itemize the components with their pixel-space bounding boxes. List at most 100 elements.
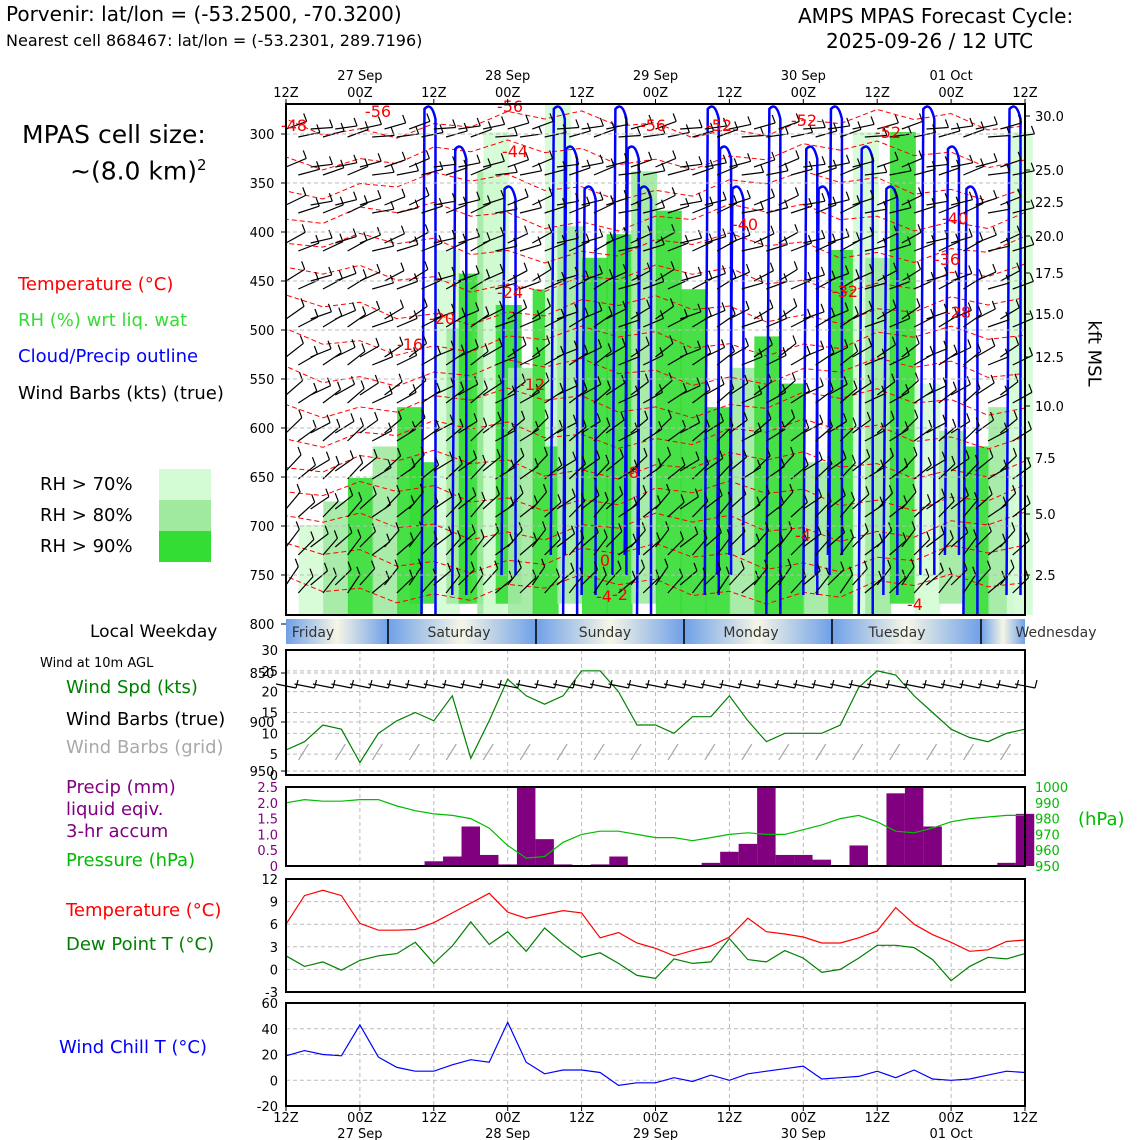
wind-barb-tick — [325, 451, 331, 460]
wind-barb-tick — [599, 154, 604, 164]
wind-barb-tick — [944, 192, 949, 202]
wind-barb-staff — [729, 271, 750, 282]
wind-barb-staff — [938, 426, 957, 442]
wind-barb-staff — [716, 202, 738, 214]
wind-barb-tick — [902, 532, 907, 541]
wind-barb-staff — [667, 131, 690, 138]
wind-barb-staff — [618, 578, 636, 594]
wind-barb-staff — [507, 307, 527, 320]
wind-barb-staff — [359, 568, 376, 586]
wind-barb-staff — [285, 380, 303, 396]
wind-barb-staff — [569, 204, 590, 214]
wind-barb-tick — [992, 263, 997, 273]
wind-barb-true — [405, 683, 426, 689]
wind-barb-staff — [285, 305, 305, 320]
wind-barb-staff — [802, 570, 821, 586]
wind-y-tick: 5 — [270, 748, 278, 763]
wind-barb-tick — [883, 127, 888, 136]
wind-barb-staff — [766, 428, 786, 442]
wind-barb-tick — [397, 447, 402, 457]
wind-barb-staff — [408, 491, 424, 510]
windchill-y-tick: 20 — [261, 1049, 278, 1064]
wind-barb-staff — [852, 160, 874, 168]
wind-barb-staff — [926, 348, 948, 358]
wind-barb-staff — [753, 567, 769, 586]
wind-barb-tick — [460, 344, 465, 353]
wind-barb-staff — [544, 205, 566, 214]
wind-barb-tick — [791, 372, 796, 381]
wind-barb-tick — [764, 559, 769, 568]
wind-barb-tick — [328, 156, 334, 165]
wind-barb-tick — [606, 380, 612, 389]
wind-barb-staff — [396, 428, 416, 442]
wind-barb-staff — [507, 196, 529, 206]
wind-barb-tick — [374, 374, 379, 384]
wind-barb-staff — [630, 492, 647, 510]
wind-barb-tick — [757, 422, 762, 431]
wind-barb-staff — [1012, 540, 1030, 556]
wind-barb-staff — [396, 170, 419, 176]
wind-barb-tick — [413, 347, 418, 356]
wind-barb-tick — [580, 530, 585, 539]
wind-barb-tick — [696, 340, 702, 349]
legend-cloud: Cloud/Precip outline — [18, 346, 199, 367]
wind-barb-tick — [397, 410, 402, 420]
wind-barb-tick — [560, 345, 565, 355]
wind-barb-staff — [926, 200, 949, 206]
wind-barb-tick — [670, 261, 675, 270]
wind-barb-staff — [741, 319, 763, 328]
precip-bar — [794, 854, 813, 866]
wind-barb-tick — [621, 337, 626, 347]
wind-barb-tick — [671, 224, 676, 233]
wind-barb-tick — [533, 532, 538, 541]
rh-fill-column — [889, 132, 916, 604]
wind-barb-staff — [852, 568, 868, 586]
wind-barb-staff — [347, 165, 369, 176]
kft-tick-label: 5.0 — [1035, 508, 1056, 523]
wind-legend-grid: Wind Barbs (grid) — [66, 737, 224, 758]
wind-barb-tick — [766, 447, 771, 457]
wind-barb-tick — [585, 270, 590, 279]
wind-barb-tick — [704, 492, 709, 502]
wind-barb-staff — [630, 122, 653, 130]
wind-barb-tick — [338, 270, 343, 279]
wind-barb-tick — [892, 299, 897, 308]
temp-y-tick: 9 — [270, 896, 278, 911]
wind-barb-staff — [1012, 502, 1031, 518]
wind-barb-staff — [310, 459, 330, 472]
rh-bin-70-label: RH > 70% — [40, 474, 133, 495]
wind-barb-staff — [667, 539, 684, 556]
wind-barb-tick — [696, 377, 701, 386]
wind-barb-staff — [729, 456, 747, 472]
wind-panel-frame — [285, 649, 1026, 776]
top-time-label: 12Z — [1012, 86, 1038, 101]
wind-barb-staff — [803, 385, 824, 396]
wind-barb-staff — [507, 381, 526, 396]
wind-barb-staff — [729, 160, 751, 168]
precip-bar — [701, 862, 721, 866]
wind-barb-tick — [447, 525, 452, 534]
cloud-outline — [500, 185, 517, 576]
wind-barb-tick — [840, 561, 845, 570]
wind-barb-staff — [950, 235, 973, 244]
wind-barb-staff — [864, 319, 886, 328]
wind-barb-tick — [1027, 458, 1032, 467]
wind-barb-tick — [916, 261, 922, 270]
wind-barb-tick — [747, 153, 752, 162]
wind-barb-tick — [375, 337, 380, 347]
wind-barb-staff — [950, 569, 968, 586]
wind-barb-tick — [833, 122, 838, 132]
wind-barb-tick — [793, 261, 798, 270]
temperature-contour-label: -12 — [519, 375, 545, 394]
wind-panel-group — [275, 650, 1038, 775]
wind-barb-staff — [790, 279, 812, 290]
wind-barb-tick — [790, 446, 795, 456]
wind-barb-staff — [1012, 280, 1034, 290]
wind-barb-staff — [396, 207, 419, 214]
wind-barb-staff — [962, 499, 979, 518]
wind-barb-staff — [803, 237, 825, 244]
wind-barb-staff — [802, 459, 823, 472]
wind-barb-true — [663, 683, 685, 689]
wind-barb-true — [940, 683, 962, 689]
wind-barb-tick — [390, 164, 395, 173]
